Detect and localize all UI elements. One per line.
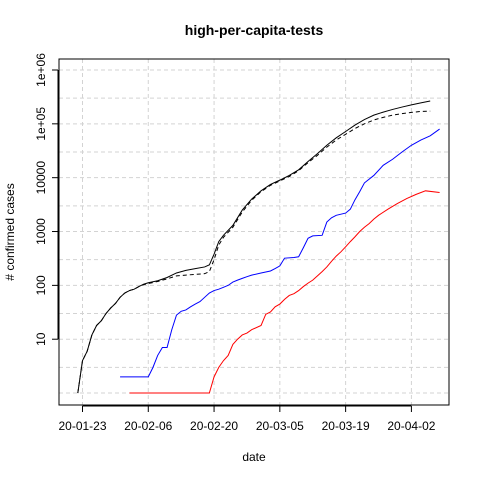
x-tick-label: 20-03-05 (256, 419, 304, 433)
y-tick-label: 1e+05 (34, 107, 48, 141)
gridlines (59, 59, 449, 405)
y-tick-label: 1e+06 (34, 53, 48, 87)
y-axis: 10 100 1000 10000 1e+05 1e+06 (34, 53, 59, 346)
y-tick-label: 10000 (34, 161, 48, 195)
x-tick-label: 20-03-19 (322, 419, 370, 433)
x-tick-label: 20-02-06 (124, 419, 172, 433)
x-tick-label: 20-01-23 (58, 419, 106, 433)
series-line-4 (129, 190, 440, 394)
x-axis: 20-01-23 20-02-06 20-02-20 20-03-05 20-03-19… (58, 405, 436, 433)
plot-area (58, 58, 450, 406)
x-tick-label: 20-04-02 (387, 419, 435, 433)
y-tick-label: 10 (34, 332, 48, 346)
x-tick-label: 20-02-20 (190, 419, 238, 433)
series-line-2 (77, 110, 431, 394)
y-tick-label: 1000 (34, 218, 48, 245)
y-tick-label: 100 (34, 275, 48, 295)
chart-title: high-per-capita-tests (185, 22, 324, 38)
y-axis-label: # confirmed cases (3, 183, 17, 280)
series-line-1 (77, 100, 431, 394)
x-axis-label: date (242, 450, 266, 464)
series-line-3 (120, 128, 440, 378)
series-group (77, 100, 440, 394)
